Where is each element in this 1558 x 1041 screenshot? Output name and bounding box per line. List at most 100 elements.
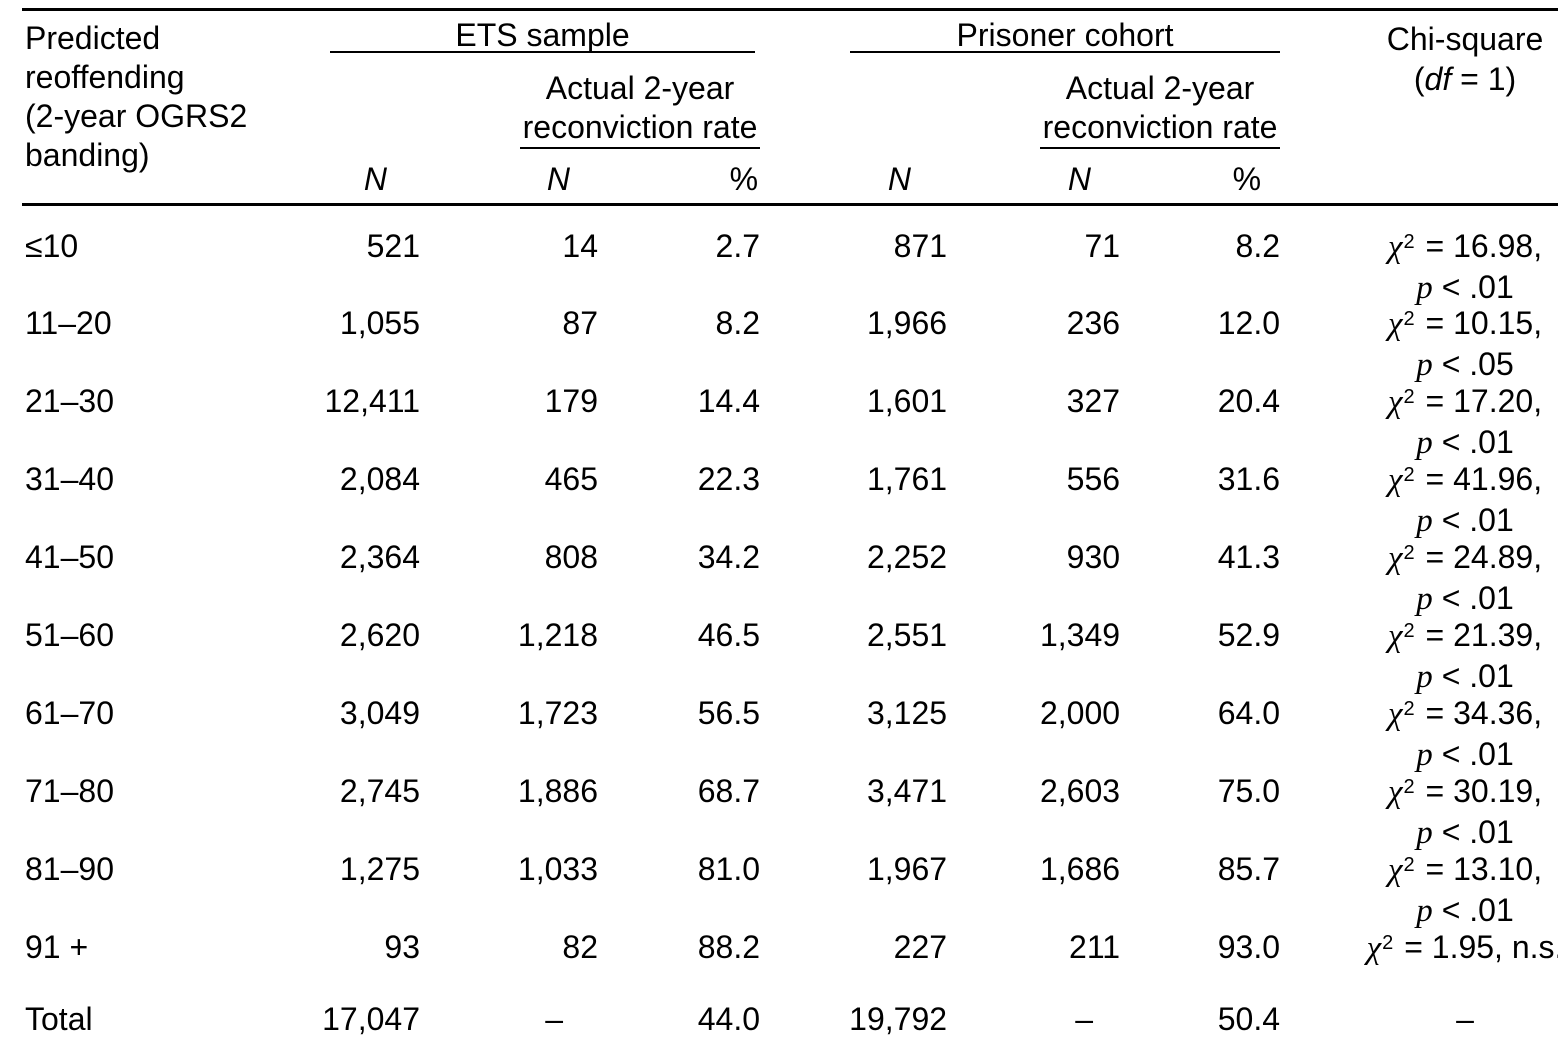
ets-percent-header: % bbox=[729, 161, 759, 197]
pc-pct-cell: 8.2 bbox=[1235, 228, 1281, 264]
ets-pct-cell: 22.3 bbox=[697, 460, 761, 497]
ets-n-header: N bbox=[363, 161, 387, 197]
band-cell: 81–90 bbox=[25, 850, 114, 887]
pc-n-cell: 3,125 bbox=[866, 694, 948, 731]
pc-n-cell: 2,252 bbox=[866, 538, 948, 575]
ets-n-cell: 17,047 bbox=[322, 1000, 420, 1037]
table-row: 51–60 2,620 1,218 46.5 2,551 1,349 52.9 χ2 = 21… bbox=[22, 595, 1558, 695]
chi-square-cell: χ2 = 10.15, p < .05 bbox=[1280, 283, 1558, 383]
pc-pct-cell: 50.4 bbox=[1217, 1000, 1281, 1037]
table-header: Predicted reoffending (2-year OGRS2 band… bbox=[22, 10, 1558, 205]
pc-n-cell: 1,761 bbox=[866, 460, 948, 497]
ets-n-cell: 2,745 bbox=[339, 772, 420, 809]
pc-pct-cell: 64.0 bbox=[1217, 694, 1281, 731]
chi-stat-line: χ2 = 16.98, bbox=[1387, 228, 1543, 265]
chi-stat-line: χ2 = 30.19, bbox=[1387, 772, 1543, 810]
ets-pct-cell: 8.2 bbox=[715, 304, 761, 341]
df-symbol: df bbox=[1424, 61, 1452, 97]
chi-square-df: (df = 1) bbox=[1413, 61, 1517, 97]
table-row: 81–90 1,275 1,033 81.0 1,967 1,686 85.7 χ2 = 13… bbox=[22, 829, 1558, 929]
subgroup-line: Actual 2-year bbox=[545, 70, 735, 106]
pc-n-cell: 3,471 bbox=[866, 772, 948, 809]
band-cell: 71–80 bbox=[25, 772, 114, 809]
pc-n-cell: 1,601 bbox=[866, 382, 948, 419]
band-cell: ≤10 bbox=[25, 228, 79, 264]
band-cell: 11–20 bbox=[25, 304, 112, 341]
ets-reconviction-n-header: N bbox=[546, 161, 570, 197]
pc-pct-cell: 93.0 bbox=[1217, 928, 1281, 965]
ets-n-cell: 93 bbox=[384, 928, 420, 965]
band-header-line: (2-year OGRS2 bbox=[25, 98, 248, 134]
chi-symbol: χ bbox=[1366, 929, 1382, 966]
chi-symbol: χ bbox=[1387, 617, 1403, 654]
pc-pct-cell: 75.0 bbox=[1217, 772, 1281, 809]
pc-pct-cell: 85.7 bbox=[1217, 850, 1281, 887]
pc-rn-cell: 71 bbox=[1084, 228, 1121, 264]
band-column-header: Predicted reoffending (2-year OGRS2 band… bbox=[22, 10, 300, 205]
p-symbol: p bbox=[1416, 580, 1433, 617]
chi-square-cell: χ2 = 13.10, p < .01 bbox=[1280, 829, 1558, 929]
chi-p-line: p < .01 bbox=[1416, 657, 1514, 695]
table-row: 41–50 2,364 808 34.2 2,252 930 41.3 χ2 = 24.89,… bbox=[22, 517, 1558, 617]
chi-p-line: p < .01 bbox=[1416, 501, 1514, 539]
pc-rn-cell: 930 bbox=[1066, 538, 1121, 575]
ets-n-cell: 2,084 bbox=[339, 460, 420, 497]
prisoner-cohort-group-header: Prisoner cohort bbox=[760, 10, 1281, 62]
ets-rn-cell: 808 bbox=[544, 538, 598, 575]
chi-symbol: χ bbox=[1387, 695, 1403, 732]
pc-rn-cell: 556 bbox=[1066, 460, 1121, 497]
ets-rn-cell: 1,723 bbox=[517, 694, 598, 731]
table-row: 71–80 2,745 1,886 68.7 3,471 2,603 75.0 χ2 = 30… bbox=[22, 751, 1558, 851]
prisoner-reconviction-n-header: N bbox=[1067, 161, 1092, 197]
table-row: 61–70 3,049 1,723 56.5 3,125 2,000 64.0 χ2 = 34… bbox=[22, 673, 1558, 773]
pc-pct-cell: 20.4 bbox=[1217, 382, 1281, 419]
p-symbol: p bbox=[1416, 814, 1433, 851]
ets-pct-cell: 14.4 bbox=[697, 382, 761, 419]
chi-stat-line: χ2 = 1.95, n.s. bbox=[1366, 928, 1558, 966]
band-cell: 31–40 bbox=[25, 460, 114, 497]
ets-reconviction-subheader: Actual 2-year reconviction rate bbox=[420, 61, 761, 157]
p-symbol: p bbox=[1416, 892, 1433, 929]
band-header-line: reoffending bbox=[25, 59, 185, 95]
ets-n-cell: 2,364 bbox=[339, 538, 420, 575]
prisoner-reconviction-subheader: Actual 2-year reconviction rate bbox=[947, 61, 1281, 157]
p-symbol: p bbox=[1416, 736, 1433, 773]
pc-pct-cell: 41.3 bbox=[1217, 538, 1281, 575]
pc-n-cell: 2,551 bbox=[866, 616, 948, 653]
pc-rn-cell: 1,349 bbox=[1039, 616, 1121, 653]
subgroup-line: reconviction rate bbox=[1042, 109, 1278, 145]
ets-rn-cell: – bbox=[545, 1000, 563, 1037]
ets-rn-cell: 1,033 bbox=[517, 850, 598, 887]
table-row: 31–40 2,084 465 22.3 1,761 556 31.6 χ2 = 41.96,… bbox=[22, 439, 1558, 539]
ets-pct-cell: 34.2 bbox=[697, 538, 761, 575]
ets-rn-cell: 82 bbox=[562, 928, 598, 965]
chi-stat-line: χ2 = 41.96, bbox=[1387, 460, 1543, 498]
table-body: ≤10 521 14 2.7 871 71 8.2 χ2 = 16.98, p < .01 11–… bbox=[22, 205, 1558, 1041]
chi-square-title: Chi-square bbox=[1386, 21, 1544, 57]
table-row: 91 + 93 82 88.2 227 211 93.0 χ2 = 1.95, n.s. bbox=[22, 907, 1558, 979]
chi-dash: – bbox=[1456, 1000, 1474, 1037]
ets-rn-cell: 14 bbox=[562, 228, 598, 264]
chi-symbol: χ bbox=[1387, 851, 1403, 888]
chi-symbol: χ bbox=[1387, 773, 1403, 810]
band-header-line: Predicted bbox=[25, 20, 161, 56]
chi-stat-line: χ2 = 17.20, bbox=[1387, 382, 1543, 420]
pc-n-cell: 1,966 bbox=[866, 304, 948, 341]
subgroup-header-row: Actual 2-year reconviction rate Actual 2… bbox=[22, 61, 1558, 157]
chi-square-cell: χ2 = 21.39, p < .01 bbox=[1280, 595, 1558, 695]
band-header-line: banding) bbox=[25, 137, 150, 173]
band-cell: 61–70 bbox=[25, 694, 114, 731]
ets-n-cell: 1,275 bbox=[339, 850, 420, 887]
band-cell: Total bbox=[25, 1000, 93, 1037]
chi-stat-line: χ2 = 10.15, bbox=[1387, 304, 1543, 342]
chi-square-cell: χ2 = 1.95, n.s. bbox=[1280, 907, 1558, 979]
ets-n-cell: 1,055 bbox=[339, 304, 420, 341]
pc-rn-cell: 2,603 bbox=[1039, 772, 1121, 809]
p-symbol: p bbox=[1416, 270, 1433, 306]
chi-p-line: p < .01 bbox=[1416, 891, 1514, 929]
ets-pct-cell: 88.2 bbox=[697, 928, 761, 965]
chi-square-cell: χ2 = 34.36, p < .01 bbox=[1280, 673, 1558, 773]
chi-square-cell: χ2 = 30.19, p < .01 bbox=[1280, 751, 1558, 851]
pc-n-cell: 871 bbox=[893, 228, 948, 264]
pc-rn-cell: 2,000 bbox=[1039, 694, 1121, 731]
